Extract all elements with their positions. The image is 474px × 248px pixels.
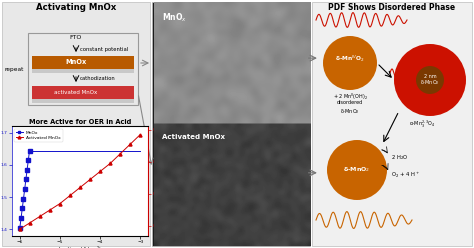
Bar	[32, 99, 134, 103]
Text: repeat: repeat	[5, 66, 24, 71]
Text: Activated MnOx: Activated MnOx	[162, 134, 225, 140]
Bar	[28, 33, 138, 105]
Text: + 2 Mn$^{II}$(OH)$_2$: + 2 Mn$^{II}$(OH)$_2$	[333, 92, 367, 102]
Circle shape	[323, 36, 377, 90]
Text: cathodization: cathodization	[80, 76, 116, 82]
Title: More Active for OER in Acid: More Active for OER in Acid	[29, 119, 131, 125]
Circle shape	[327, 140, 387, 200]
Text: activated MnOx: activated MnOx	[55, 90, 98, 95]
Text: α-Mn$_3^{2,3}$O$_4$: α-Mn$_3^{2,3}$O$_4$	[409, 119, 435, 130]
Text: Activating MnOx: Activating MnOx	[36, 3, 116, 12]
Text: δ-MnO$_2$: δ-MnO$_2$	[420, 79, 440, 88]
X-axis label: log($i_{geo}$ / A/cm²): log($i_{geo}$ / A/cm²)	[58, 245, 102, 248]
Bar	[32, 56, 134, 69]
Bar	[152, 2, 310, 246]
Text: MnOx: MnOx	[65, 60, 87, 65]
Text: 2 nm: 2 nm	[424, 73, 436, 79]
Circle shape	[394, 44, 466, 116]
Bar	[2, 2, 150, 246]
Text: PDF Shows Disordered Phase: PDF Shows Disordered Phase	[328, 3, 456, 12]
Text: FTO: FTO	[70, 35, 82, 40]
Text: MnO$_x$: MnO$_x$	[162, 12, 187, 24]
Legend: MnOx, Activated MnOx: MnOx, Activated MnOx	[14, 129, 63, 142]
Text: constant potential: constant potential	[80, 48, 128, 53]
Text: disordered: disordered	[337, 100, 363, 105]
Text: δ-Mn$^{IV}$O$_2$: δ-Mn$^{IV}$O$_2$	[335, 54, 365, 64]
Bar	[312, 2, 472, 246]
Bar	[32, 69, 134, 73]
Text: 2 H$_2$O: 2 H$_2$O	[391, 154, 408, 162]
Y-axis label: $\eta_{OER}$ / V: $\eta_{OER}$ / V	[161, 170, 170, 192]
Text: δ-MnO$_2$: δ-MnO$_2$	[340, 107, 360, 116]
Text: δ-MnO$_2$: δ-MnO$_2$	[343, 166, 371, 174]
Text: O$_2$ + 4 H$^+$: O$_2$ + 4 H$^+$	[391, 170, 420, 180]
Bar	[32, 86, 134, 99]
Circle shape	[416, 66, 444, 94]
